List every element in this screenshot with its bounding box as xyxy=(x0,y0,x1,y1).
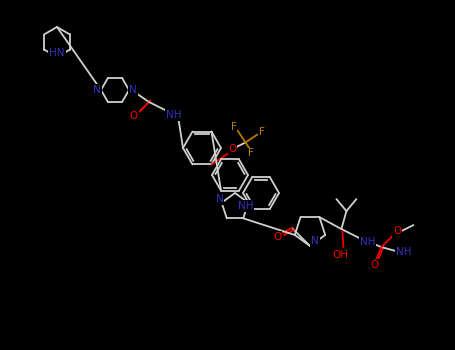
Text: NH: NH xyxy=(359,237,375,247)
Text: F: F xyxy=(248,148,253,159)
Text: NH: NH xyxy=(238,201,253,211)
Text: NH: NH xyxy=(166,110,182,120)
Text: NH: NH xyxy=(396,247,411,257)
Text: O: O xyxy=(228,145,237,154)
Text: F: F xyxy=(231,122,237,132)
Text: N: N xyxy=(93,85,101,95)
Text: O: O xyxy=(130,111,138,121)
Text: O: O xyxy=(273,232,281,242)
Text: OH: OH xyxy=(333,250,349,260)
Text: O: O xyxy=(393,226,401,236)
Text: O: O xyxy=(370,260,379,270)
Text: HN: HN xyxy=(49,48,65,58)
Text: F: F xyxy=(258,127,264,138)
Text: N: N xyxy=(311,236,319,246)
Text: N: N xyxy=(216,194,223,204)
Text: N: N xyxy=(129,85,137,95)
